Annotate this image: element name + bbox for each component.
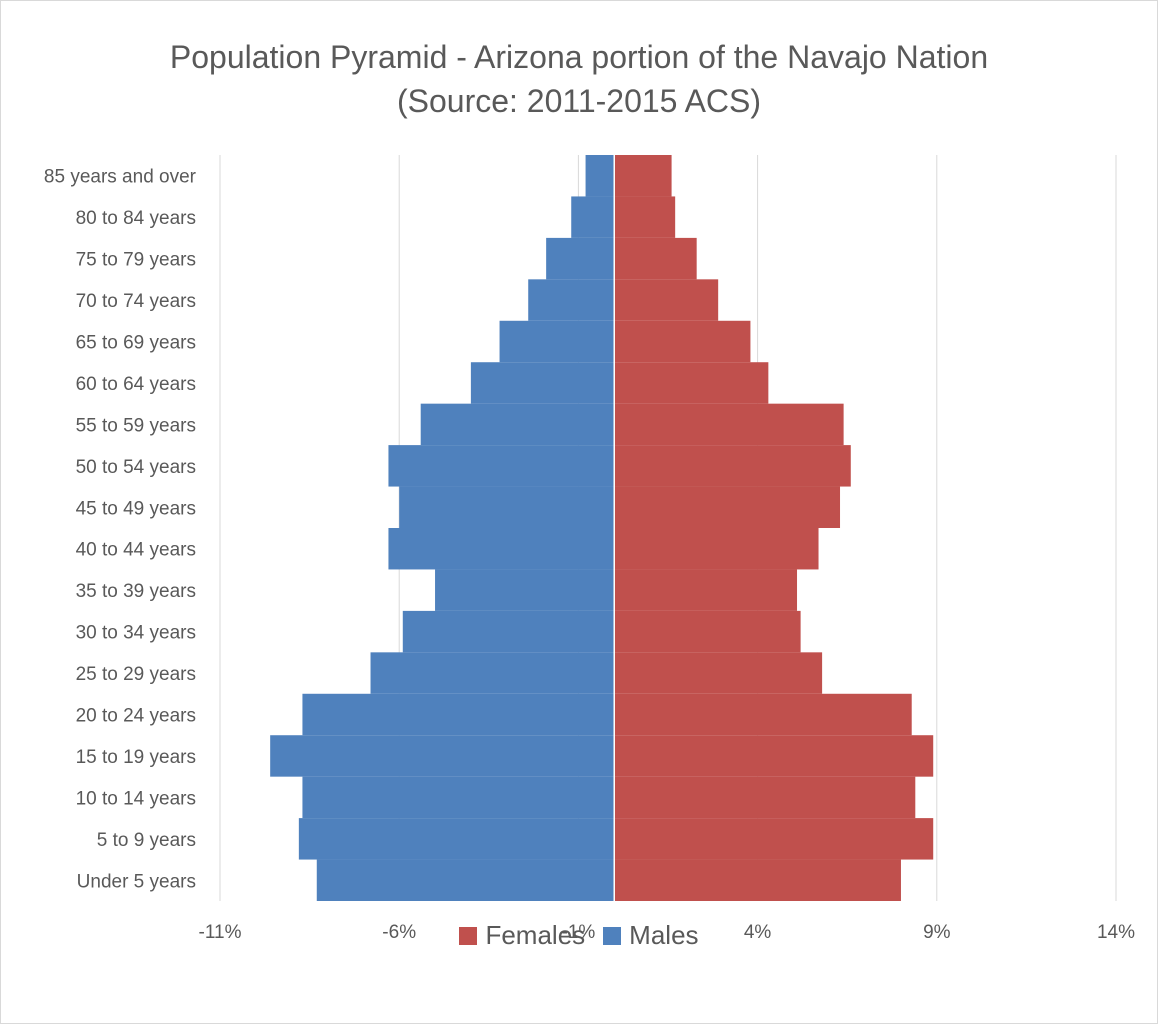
male-bar xyxy=(316,859,615,901)
male-bar xyxy=(388,528,615,570)
female-bar xyxy=(614,196,676,238)
male-bar xyxy=(470,362,615,404)
y-tick-label: Under 5 years xyxy=(77,871,196,892)
y-tick-label: 30 to 34 years xyxy=(76,623,196,644)
y-tick-label: 20 to 24 years xyxy=(76,706,196,727)
y-tick-label: 85 years and over xyxy=(44,167,197,188)
male-bar xyxy=(499,320,615,363)
male-bar xyxy=(302,776,615,819)
male-bar xyxy=(571,196,615,238)
female-bar xyxy=(614,155,672,197)
female-bar xyxy=(614,735,934,777)
y-tick-label: 15 to 19 years xyxy=(76,747,196,768)
y-tick-label: 80 to 84 years xyxy=(76,208,196,229)
y-tick-label: 75 to 79 years xyxy=(76,250,196,271)
x-tick-label: 9% xyxy=(923,922,951,943)
male-bar xyxy=(420,403,615,446)
female-bar xyxy=(614,320,751,363)
female-bar xyxy=(614,528,819,570)
y-tick-label: 25 to 29 years xyxy=(76,664,196,685)
chart-legend: Females Males xyxy=(0,920,1158,951)
y-tick-label: 70 to 74 years xyxy=(76,291,196,312)
male-bar xyxy=(388,445,615,487)
x-tick-label: 4% xyxy=(744,922,772,943)
male-bar xyxy=(402,610,615,653)
x-tick-label: -6% xyxy=(382,922,416,943)
y-tick-label: 40 to 44 years xyxy=(76,540,196,561)
female-bar xyxy=(614,403,844,446)
x-tick-label: 14% xyxy=(1097,922,1135,943)
male-bar xyxy=(399,486,615,528)
female-bar xyxy=(614,237,697,280)
female-bar xyxy=(614,693,912,736)
y-tick-label: 35 to 39 years xyxy=(76,581,196,602)
male-bar xyxy=(302,693,615,736)
legend-item-females: Females xyxy=(459,920,585,951)
female-bar xyxy=(614,859,901,901)
male-bar xyxy=(528,279,615,321)
chart-subtitle: (Source: 2011-2015 ACS) xyxy=(396,83,762,119)
y-tick-label: 55 to 59 years xyxy=(76,415,196,436)
legend-swatch-females xyxy=(459,926,478,945)
y-tick-label: 5 to 9 years xyxy=(97,830,196,851)
male-bar xyxy=(546,237,615,280)
legend-label-females: Females xyxy=(485,920,586,950)
male-bar xyxy=(435,569,615,611)
female-bar xyxy=(614,776,916,819)
male-bar xyxy=(370,652,615,694)
chart-title: Population Pyramid - Arizona portion of … xyxy=(169,39,989,75)
y-tick-label: 50 to 54 years xyxy=(76,457,196,478)
female-bar xyxy=(614,569,798,611)
legend-item-males: Males xyxy=(603,920,699,951)
female-bar xyxy=(614,445,851,487)
legend-swatch-males xyxy=(603,926,622,945)
male-bar xyxy=(585,155,615,197)
x-tick-label: -11% xyxy=(199,922,242,943)
male-bar xyxy=(298,818,615,860)
y-tick-label: 65 to 69 years xyxy=(76,333,196,354)
female-bar xyxy=(614,279,719,321)
y-tick-label: 60 to 64 years xyxy=(76,374,196,395)
female-bar xyxy=(614,362,769,404)
y-tick-label: 10 to 14 years xyxy=(76,788,196,809)
female-bar xyxy=(614,486,841,528)
male-bar xyxy=(270,735,615,777)
y-tick-label: 45 to 49 years xyxy=(76,498,196,519)
female-bar xyxy=(614,652,823,694)
x-tick-label: -1% xyxy=(562,922,596,943)
legend-label-males: Males xyxy=(629,920,699,950)
female-bar xyxy=(614,818,934,860)
female-bar xyxy=(614,610,801,653)
